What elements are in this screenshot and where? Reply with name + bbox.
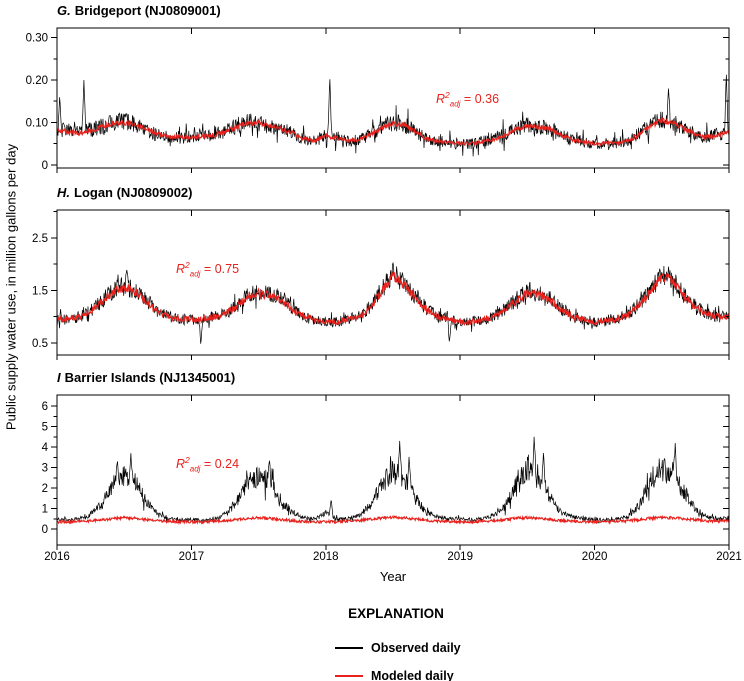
modeled-line-swatch [335,675,363,677]
x-tick-label: 2017 [179,551,205,563]
r2-superscript: 2 [445,90,450,100]
x-axis-label: Year [379,569,407,584]
legend-label-modeled: Modeled daily [371,669,454,681]
r2-subscript: adj [189,269,201,279]
legend-label-observed: Observed daily [371,641,461,655]
r2-symbol: R [436,92,446,107]
r2-annotation-barrier-islands: R2adj = 0.24 [176,455,239,474]
y-tick-label: 0.20 [26,75,48,87]
y-tick-label: 1.5 [32,285,48,297]
plot-border [56,27,730,169]
panel-g-title: G. Bridgeport (NJ0809001) [57,3,221,18]
r2-value: = 0.36 [460,92,500,107]
panel-h-title: H. Logan (NJ0809002) [57,185,193,200]
modeled-daily-line [57,514,729,526]
plot-border [56,209,730,356]
panel-g-letter: G. [57,3,71,18]
x-tick-label: 2021 [716,551,742,563]
x-tick-label: 2019 [447,551,473,563]
y-tick-label: 3 [42,463,48,475]
y-tick-label: 6 [42,401,48,413]
y-tick-label: 0.10 [26,117,48,129]
panel-i-title: I Barrier Islands (NJ1345001) [57,370,235,385]
r2-annotation-bridgeport: R2adj = 0.36 [436,90,499,109]
y-tick-label: 0.30 [26,33,48,45]
plot-border [56,394,730,546]
modeled-daily-line [57,271,729,327]
y-tick-label: 2.5 [32,233,48,245]
panel-i-letter: I [57,370,61,385]
r2-value: = 0.24 [200,457,240,472]
x-tick-label: 2020 [582,551,608,563]
y-tick-label: 4 [42,442,49,454]
legend-row-modeled: Modeled daily [335,669,454,681]
r2-value: = 0.75 [200,262,240,277]
r2-subscript: adj [189,464,201,474]
legend-row-observed: Observed daily [335,641,461,655]
y-tick-label: 0 [42,524,48,536]
x-tick-label: 2016 [44,551,70,563]
r2-superscript: 2 [185,455,190,465]
y-tick-label: 1 [42,504,48,516]
observed-line-swatch [335,647,363,649]
panel-h-letter: H. [57,185,70,200]
panel-series-group [57,74,729,157]
x-tick-label: 2018 [313,551,339,563]
modeled-daily-line [57,117,729,147]
panel-h-station: Logan (NJ0809002) [74,185,193,200]
r2-annotation-logan: R2adj = 0.75 [176,260,239,279]
y-tick-label: 0 [42,160,48,172]
r2-symbol: R [176,262,186,277]
observed-daily-line [57,74,729,157]
observed-daily-line [57,436,729,524]
panel-i-station: Barrier Islands (NJ1345001) [64,370,236,385]
r2-superscript: 2 [185,260,190,270]
y-tick-label: 2 [42,483,48,495]
panel-series-group [57,436,729,526]
legend-title: EXPLANATION [348,606,444,621]
panel-series-group [57,261,729,344]
panel-g-station: Bridgeport (NJ0809001) [74,3,221,18]
y-axis-label: Public supply water use, in million gall… [3,143,19,431]
r2-symbol: R [176,457,186,472]
r2-subscript: adj [449,99,461,109]
y-tick-label: 0.5 [32,338,48,350]
y-tick-label: 5 [42,422,48,434]
